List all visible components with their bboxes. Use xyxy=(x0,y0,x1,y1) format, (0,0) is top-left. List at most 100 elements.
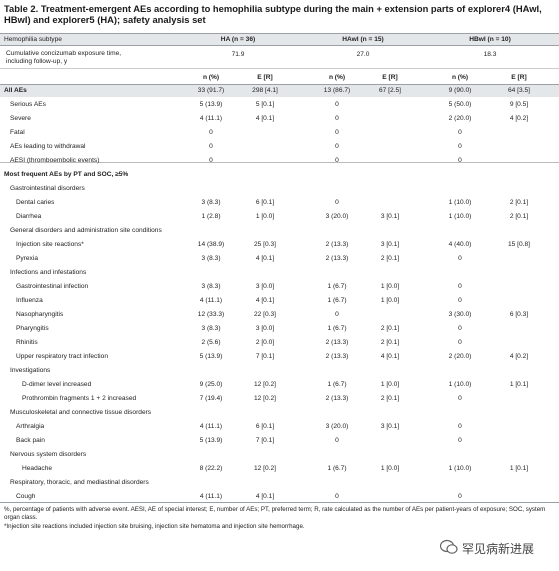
cell: 1 (6.7) xyxy=(327,297,347,304)
header-cell: HAwI (n = 15) xyxy=(342,36,384,43)
row-label: D-dimer level increased xyxy=(22,381,92,388)
cell: 0 xyxy=(458,143,462,150)
cell: 2 (13.3) xyxy=(325,241,349,248)
cell: 0 xyxy=(458,283,462,290)
cell: 3 (20.0) xyxy=(325,213,349,220)
subheader-cell: E [R] xyxy=(257,74,273,81)
row-label: Rhinitis xyxy=(16,339,38,346)
row-label: Upper respiratory tract infection xyxy=(16,353,108,360)
cell: 4 (11.1) xyxy=(199,115,223,122)
subheader-cell: n (%) xyxy=(451,74,469,81)
cell: 13 (86.7) xyxy=(323,87,351,94)
row-label: Injection site reactions* xyxy=(16,241,84,248)
footnote: *Injection site reactions included injec… xyxy=(4,523,305,530)
row-label: Influenza xyxy=(16,297,43,304)
cell: 6 [0.3] xyxy=(509,311,529,318)
cell: 0 xyxy=(335,493,339,500)
row-label: Back pain xyxy=(16,437,45,444)
cell: 1 [0.0] xyxy=(380,283,400,290)
row-label: Dental caries xyxy=(16,199,55,206)
rule xyxy=(0,68,559,69)
cell: 5 (50.0) xyxy=(448,101,472,108)
cell: 1 (10.0) xyxy=(448,465,472,472)
row-label: AESI (thromboembolic events) xyxy=(10,157,100,164)
cell: 4 (11.1) xyxy=(199,423,223,430)
cell: 1 (10.0) xyxy=(448,213,472,220)
cell: 64 [3.5] xyxy=(508,87,530,94)
cell: 4 [0.2] xyxy=(509,115,529,122)
cell: 2 [0.1] xyxy=(380,339,400,346)
cell: 33 (91.7) xyxy=(197,87,225,94)
cell: 0 xyxy=(458,325,462,332)
exposure-label: Cumulative concizumab exposure time, inc… xyxy=(6,50,122,65)
cell: 25 [0.3] xyxy=(254,241,276,248)
cell: 0 xyxy=(335,143,339,150)
cell: 12 [0.2] xyxy=(254,381,276,388)
row-label: Pyrexia xyxy=(16,255,38,262)
cell: 14 (38.9) xyxy=(197,241,225,248)
cell: 3 [0.1] xyxy=(380,213,400,220)
cell: 0 xyxy=(335,437,339,444)
cell: 1 [0.0] xyxy=(380,465,400,472)
row-label: AEs leading to withdrawal xyxy=(10,143,86,150)
cell: 0 xyxy=(209,129,213,136)
row-label: Headache xyxy=(22,465,53,472)
cell: 0 xyxy=(458,423,462,430)
cell: 4 [0.1] xyxy=(380,353,400,360)
cell: 4 [0.1] xyxy=(255,115,275,122)
row-label: Severe xyxy=(10,115,31,122)
row-label: Cough xyxy=(16,493,36,500)
cell: 1 (2.8) xyxy=(201,213,221,220)
cell: 0 xyxy=(458,395,462,402)
rule xyxy=(0,84,559,85)
cell: 3 (8.3) xyxy=(201,255,221,262)
watermark: 罕见病新进展 xyxy=(462,542,535,556)
row-label: Gastrointestinal disorders xyxy=(10,185,85,192)
row-label: Investigations xyxy=(10,367,51,374)
rule xyxy=(0,45,559,46)
cell: 2 (20.0) xyxy=(448,353,472,360)
cell: 5 [0.1] xyxy=(255,101,275,108)
rule xyxy=(0,33,559,34)
cell: 2 (13.3) xyxy=(325,255,349,262)
cell: 2 [0.1] xyxy=(509,199,529,206)
cell: 12 [0.2] xyxy=(254,465,276,472)
cell: 4 (11.1) xyxy=(199,493,223,500)
cell: 3 [0.0] xyxy=(255,283,275,290)
cell: 5 (13.9) xyxy=(199,101,223,108)
subheader-cell: E [R] xyxy=(511,74,527,81)
cell: 3 (8.3) xyxy=(201,199,221,206)
cell: 9 [0.5] xyxy=(509,101,529,108)
cell: 4 (40.0) xyxy=(448,241,472,248)
cell: 298 [4.1] xyxy=(252,87,278,94)
row-label: Infections and infestations xyxy=(10,269,87,276)
cell: 4 [0.1] xyxy=(255,255,275,262)
cell: 9 (25.0) xyxy=(199,381,223,388)
row-label: Serious AEs xyxy=(10,101,46,108)
cell: 0 xyxy=(335,115,339,122)
cell: 67 [2.5] xyxy=(379,87,401,94)
cell: 3 (30.0) xyxy=(448,311,472,318)
cell: 0 xyxy=(458,157,462,164)
cell: 22 [0.3] xyxy=(254,311,276,318)
subheader-cell: E [R] xyxy=(382,74,398,81)
row-label: Nervous system disorders xyxy=(10,451,87,458)
cell: 2 [0.0] xyxy=(255,339,275,346)
cell: 1 (10.0) xyxy=(448,381,472,388)
cell: 4 (11.1) xyxy=(199,297,223,304)
cell: 8 (22.2) xyxy=(199,465,223,472)
cell: 0 xyxy=(458,129,462,136)
title-text: Treatment-emergent AEs according to hemo… xyxy=(4,3,542,25)
cell: 7 [0.1] xyxy=(255,353,275,360)
cell: 15 [0.8] xyxy=(508,241,530,248)
cell: 4 [0.1] xyxy=(255,493,275,500)
cell: 12 [0.2] xyxy=(254,395,276,402)
cell: 3 (8.3) xyxy=(201,325,221,332)
cell: 3 [0.1] xyxy=(380,241,400,248)
cell: 9 (90.0) xyxy=(448,87,472,94)
cell: 2 [0.1] xyxy=(380,325,400,332)
cell: 1 [0.0] xyxy=(255,213,275,220)
cell: 0 xyxy=(458,339,462,346)
exposure-value: 27.0 xyxy=(356,51,370,58)
